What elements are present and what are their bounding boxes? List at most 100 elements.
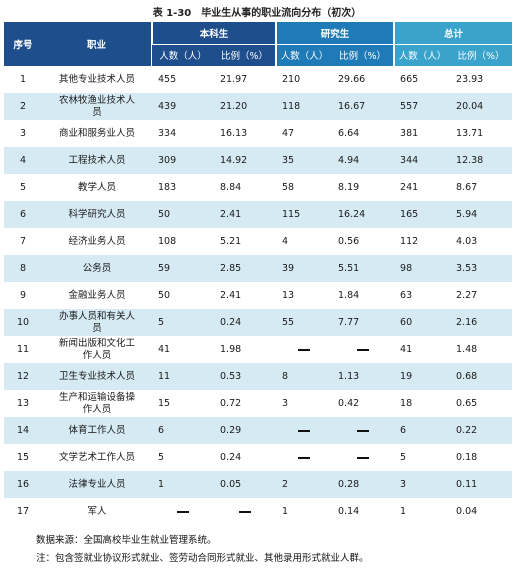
cell-ug-p: 0.53	[214, 363, 277, 390]
occupation-label: 其他专业技术人员	[58, 73, 135, 85]
cell-t-n: 344	[394, 147, 451, 174]
cell-t-p: 0.22	[450, 417, 513, 444]
cell-ug-n: 50	[152, 201, 214, 228]
cell-t-p: 3.53	[450, 255, 513, 282]
cell-occupation: 军人	[42, 498, 152, 525]
cell-ug-p: 16.13	[214, 120, 277, 147]
cell-g-n: 115	[276, 201, 333, 228]
cell-g-p: 29.66	[332, 66, 395, 93]
cell-t-n: 381	[394, 120, 451, 147]
cell-seq: 3	[4, 120, 42, 147]
cell-t-n: 112	[394, 228, 451, 255]
cell-ug-p: 1.98	[214, 336, 277, 363]
cell-seq: 14	[4, 417, 42, 444]
cell-occupation: 文学艺术工作人员	[42, 444, 152, 471]
cell-g-n: 2	[276, 471, 333, 498]
cell-seq: 4	[4, 147, 42, 174]
cell-g-p: 0.42	[332, 390, 395, 417]
cell-g-p	[332, 417, 395, 444]
table-row: 11 新闻出版和文化工作人员 41 1.98 41 1.48	[4, 336, 513, 363]
cell-g-p: 6.64	[332, 120, 395, 147]
cell-seq: 1	[4, 66, 42, 93]
cell-occupation: 经济业务人员	[42, 228, 152, 255]
cell-g-n: 13	[276, 282, 333, 309]
cell-seq: 16	[4, 471, 42, 498]
cell-ug-p: 2.85	[214, 255, 277, 282]
cell-g-p: 0.14	[332, 498, 395, 525]
cell-g-n: 118	[276, 93, 333, 120]
cell-t-p: 8.67	[450, 174, 513, 201]
occupation-label: 农林牧渔业技术人员	[58, 94, 135, 118]
cell-g-p: 4.94	[332, 147, 395, 174]
occupation-label: 金融业务人员	[68, 289, 126, 301]
cell-seq: 9	[4, 282, 42, 309]
cell-seq: 11	[4, 336, 42, 363]
cell-seq: 8	[4, 255, 42, 282]
occupation-label: 教学人员	[77, 181, 116, 193]
cell-ug-n: 15	[152, 390, 214, 417]
cell-t-n: 98	[394, 255, 451, 282]
cell-t-p: 12.38	[450, 147, 513, 174]
cell-g-n: 47	[276, 120, 333, 147]
table-row: 12 卫生专业技术人员 11 0.53 8 1.13 19 0.68	[4, 363, 513, 390]
cell-t-p: 1.48	[450, 336, 513, 363]
cell-g-p: 1.13	[332, 363, 395, 390]
table-row: 6 科学研究人员 50 2.41 115 16.24 165 5.94	[4, 201, 513, 228]
no-data-dash	[298, 456, 311, 459]
cell-t-n: 18	[394, 390, 451, 417]
cell-seq: 2	[4, 93, 42, 120]
cell-g-n: 210	[276, 66, 333, 93]
no-data-dash	[177, 510, 189, 513]
cell-t-n: 241	[394, 174, 451, 201]
cell-ug-p: 2.41	[214, 282, 277, 309]
cell-ug-n: 309	[152, 147, 214, 174]
cell-t-p: 0.04	[450, 498, 513, 525]
cell-ug-n: 108	[152, 228, 214, 255]
cell-ug-n: 455	[152, 66, 214, 93]
cell-g-p: 16.24	[332, 201, 395, 228]
table-row: 3 商业和服务业人员 334 16.13 47 6.64 381 13.71	[4, 120, 513, 147]
cell-g-p: 1.84	[332, 282, 395, 309]
cell-t-n: 557	[394, 93, 451, 120]
occupation-label: 商业和服务业人员	[58, 127, 135, 139]
cell-t-n: 5	[394, 444, 451, 471]
cell-occupation: 生产和运输设备操作人员	[42, 390, 152, 417]
header-occupation: 职业	[42, 22, 152, 66]
occupation-label: 经济业务人员	[68, 235, 126, 247]
cell-ug-p: 0.24	[214, 444, 277, 471]
table-row: 1 其他专业技术人员 455 21.97 210 29.66 665 23.93	[4, 66, 513, 93]
cell-occupation: 农林牧渔业技术人员	[42, 93, 152, 120]
cell-occupation: 办事人员和有关人员	[42, 309, 152, 336]
table-row: 2 农林牧渔业技术人员 439 21.20 118 16.67 557 20.04	[4, 93, 513, 120]
cell-t-n: 1	[394, 498, 451, 525]
occupation-label: 法律专业人员	[68, 478, 126, 490]
occupation-label: 科学研究人员	[68, 208, 126, 220]
table-title: 表 1-30 毕业生从事的职业流向分布（初次）	[152, 8, 362, 19]
cell-ug-p: 0.29	[214, 417, 277, 444]
cell-g-n: 1	[276, 498, 333, 525]
cell-ug-n: 11	[152, 363, 214, 390]
cell-ug-n: 183	[152, 174, 214, 201]
header-undergrad-count: 人数（人）	[152, 43, 214, 66]
cell-g-n: 4	[276, 228, 333, 255]
cell-seq: 12	[4, 363, 42, 390]
cell-occupation: 工程技术人员	[42, 147, 152, 174]
cell-ug-p: 0.72	[214, 390, 277, 417]
header-total-ratio: 比例（%）	[450, 43, 513, 66]
cell-t-p: 5.94	[450, 201, 513, 228]
cell-occupation: 卫生专业技术人员	[42, 363, 152, 390]
cell-occupation: 其他专业技术人员	[42, 66, 152, 93]
cell-t-n: 3	[394, 471, 451, 498]
no-data-dash	[298, 348, 311, 351]
cell-ug-n: 59	[152, 255, 214, 282]
cell-g-n: 3	[276, 390, 333, 417]
cell-occupation: 新闻出版和文化工作人员	[42, 336, 152, 363]
cell-t-p: 23.93	[450, 66, 513, 93]
cell-t-p: 2.16	[450, 309, 513, 336]
table-row: 8 公务员 59 2.85 39 5.51 98 3.53	[4, 255, 513, 282]
header-graduate-count: 人数（人）	[275, 43, 333, 66]
no-data-dash	[239, 510, 251, 513]
cell-t-p: 0.11	[450, 471, 513, 498]
table-row: 17 军人 1 0.14 1 0.04	[4, 498, 513, 525]
no-data-dash	[357, 348, 370, 351]
